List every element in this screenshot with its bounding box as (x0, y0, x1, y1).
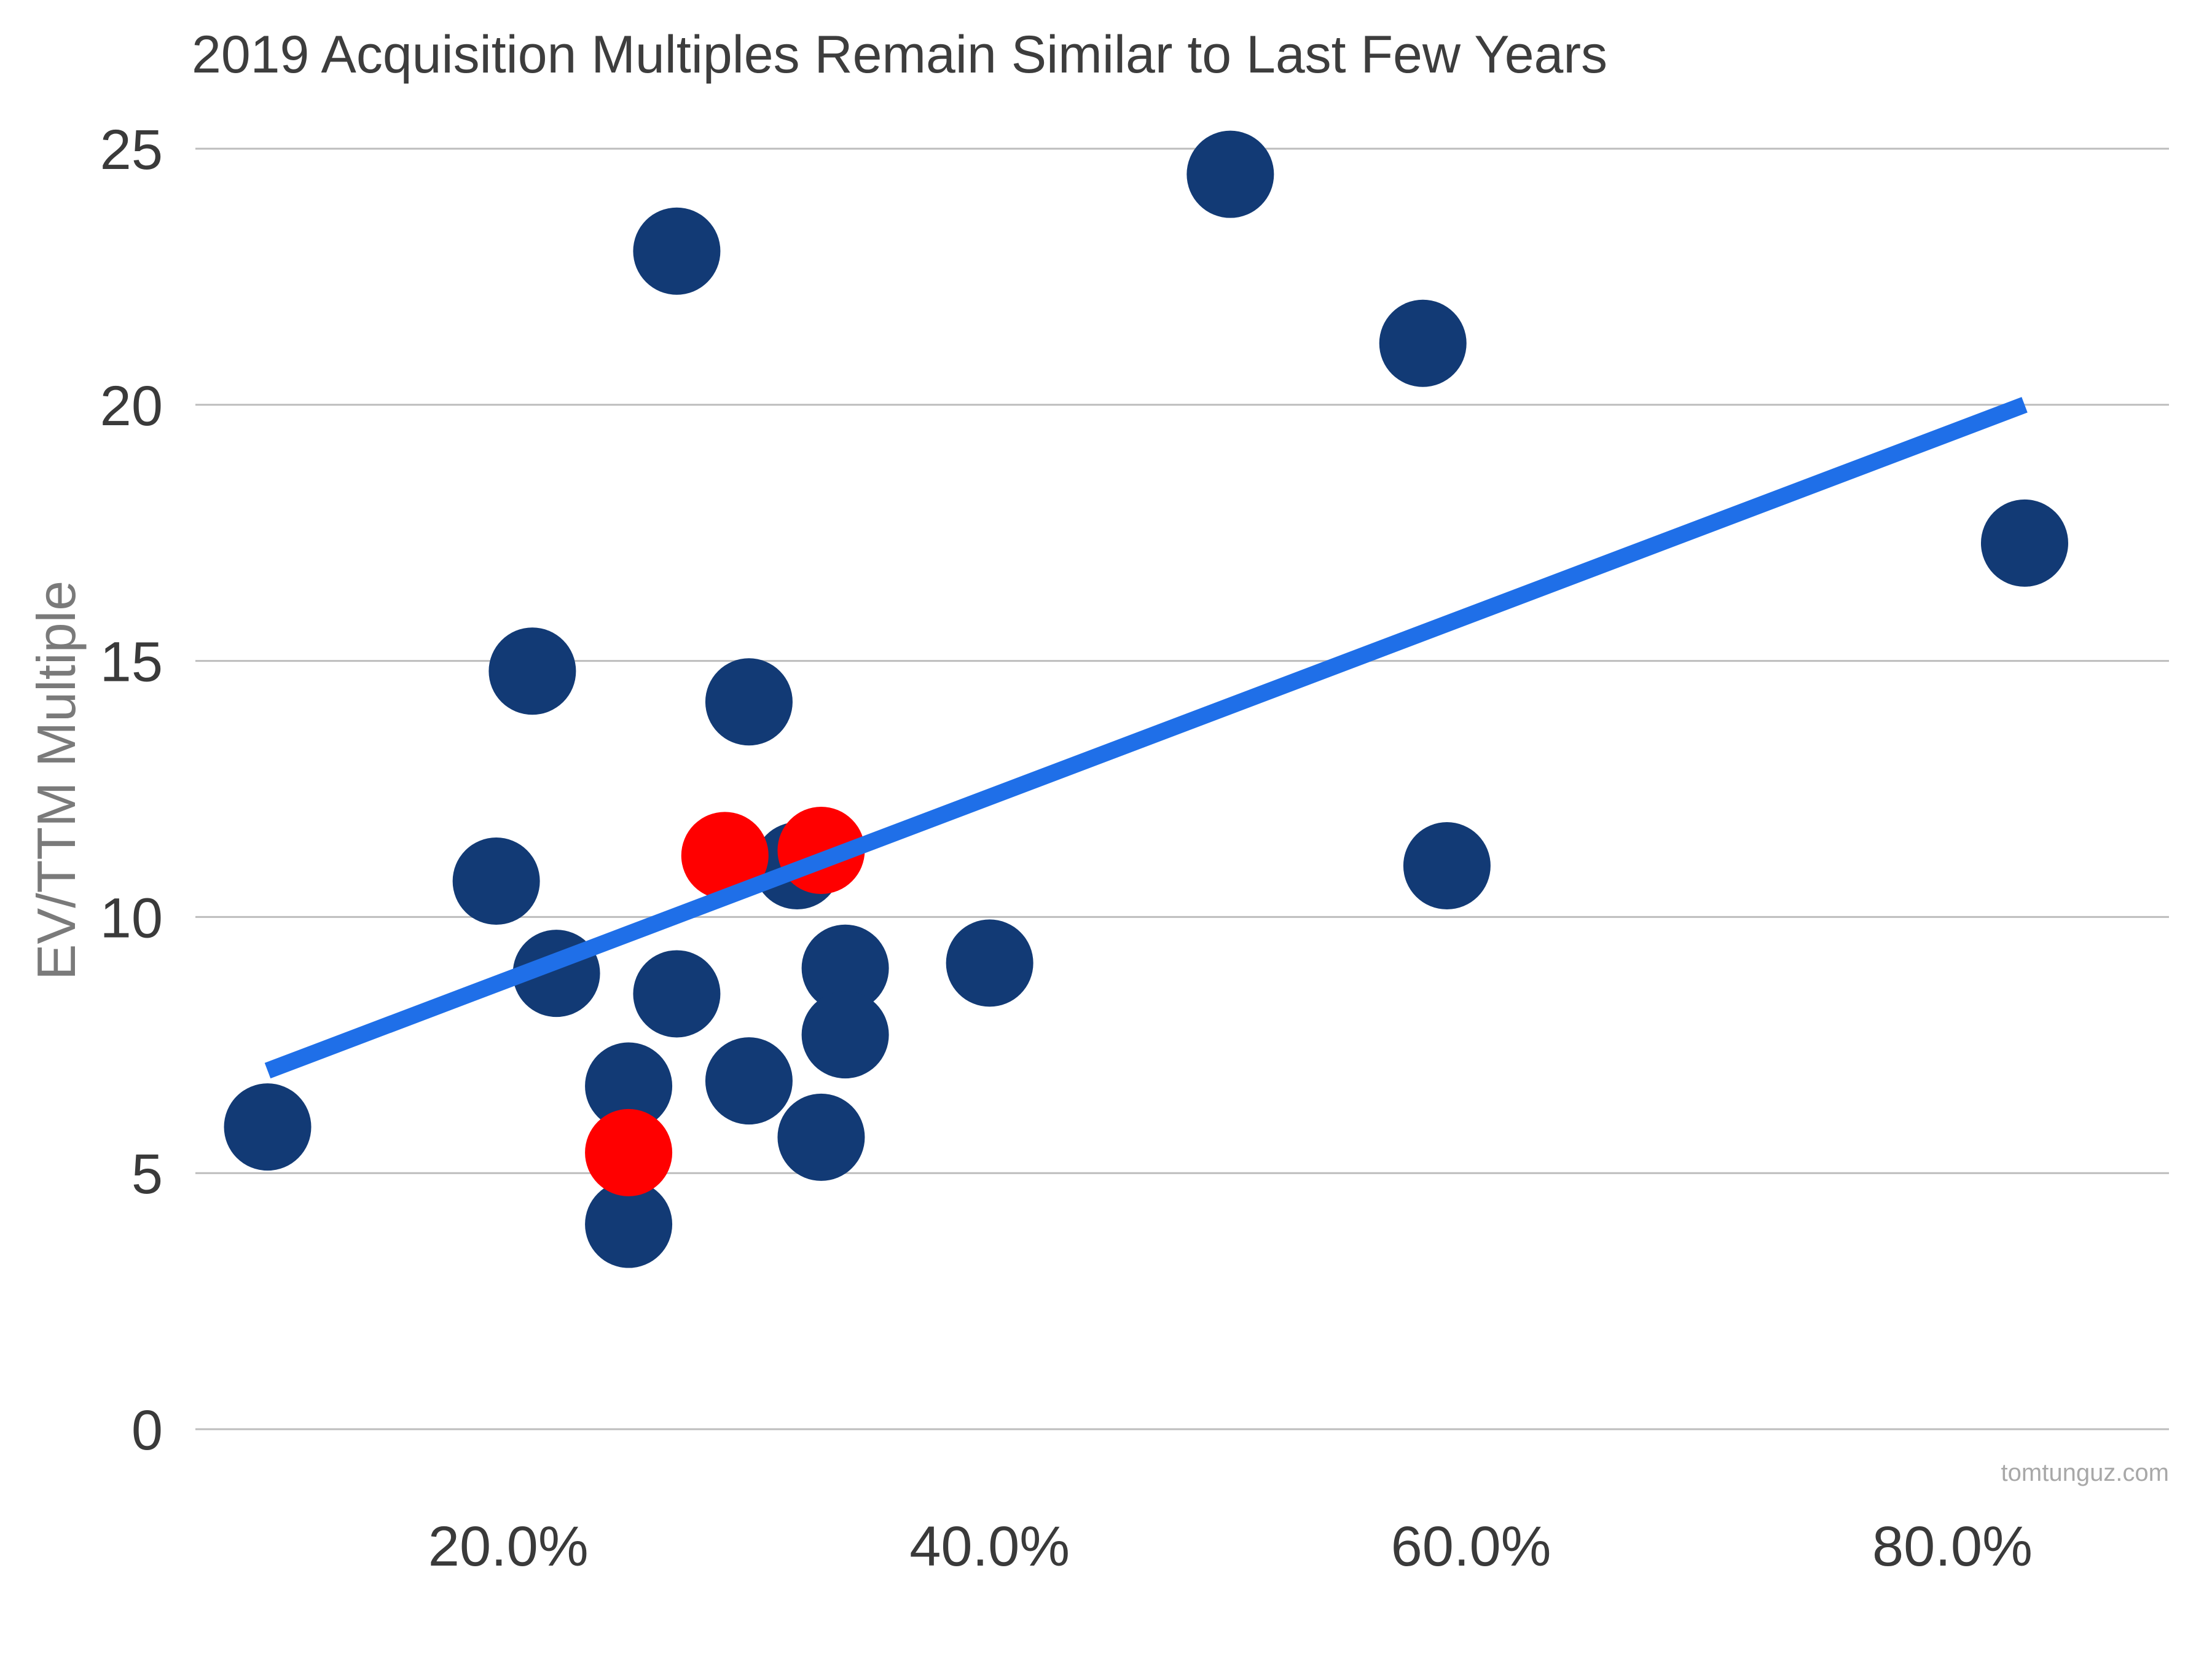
trendline (264, 397, 2028, 1079)
data-points (224, 130, 2068, 1268)
point-s0-12 (801, 924, 889, 1012)
point-s1-1 (681, 812, 769, 900)
y-tick-label-5: 25 (100, 119, 163, 181)
point-s0-13 (801, 991, 889, 1079)
y-tick-label-2: 10 (100, 887, 163, 949)
y-axis-ticks: 0 5 10 15 20 25 (100, 119, 163, 1462)
point-s0-0 (224, 1083, 312, 1171)
y-tick-label-3: 15 (100, 631, 163, 694)
point-s0-7 (633, 950, 721, 1038)
y-tick-label-1: 5 (131, 1143, 163, 1206)
point-s0-1 (452, 837, 540, 925)
chart-title: 2019 Acquisition Multiples Remain Simila… (192, 25, 1607, 84)
credit-text: tomtunguz.com (2001, 1459, 2169, 1486)
y-tick-label-0: 0 (131, 1399, 163, 1462)
point-s0-2 (488, 627, 576, 715)
x-axis-ticks: 20.0% 40.0% 60.0% 80.0% (428, 1515, 2033, 1578)
y-tick-label-4: 20 (100, 375, 163, 437)
point-s0-9 (705, 1037, 793, 1125)
x-tick-label-0: 20.0% (428, 1515, 589, 1578)
x-tick-label-3: 80.0% (1872, 1515, 2033, 1578)
point-s0-16 (1379, 299, 1467, 387)
point-s1-0 (585, 1108, 673, 1196)
point-s0-18 (1980, 499, 2068, 587)
point-s0-11 (777, 1093, 865, 1181)
y-axis-label: EV/TTM Multiple (26, 581, 87, 980)
point-s0-8 (705, 658, 793, 746)
point-s0-15 (1186, 130, 1274, 218)
x-tick-label-2: 60.0% (1391, 1515, 1551, 1578)
point-s0-5 (585, 1180, 673, 1268)
point-s0-4 (585, 1042, 673, 1130)
point-s0-14 (946, 919, 1033, 1007)
gridlines (195, 147, 2169, 1430)
point-s0-6 (633, 207, 721, 295)
x-tick-label-1: 40.0% (909, 1515, 1070, 1578)
point-s0-17 (1403, 822, 1491, 910)
